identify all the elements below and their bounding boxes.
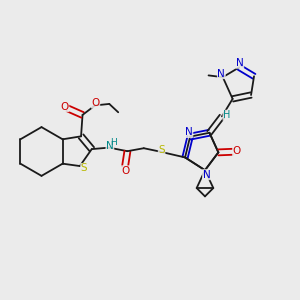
Text: H: H	[223, 110, 230, 120]
Text: N: N	[236, 58, 244, 68]
Text: N: N	[218, 69, 225, 79]
Text: N: N	[185, 128, 193, 137]
Text: S: S	[158, 145, 165, 155]
Text: N: N	[202, 170, 210, 180]
Text: S: S	[81, 164, 87, 173]
Text: O: O	[92, 98, 100, 108]
Text: N: N	[106, 141, 114, 152]
Text: H: H	[110, 138, 117, 147]
Text: O: O	[233, 146, 241, 156]
Text: O: O	[121, 166, 129, 176]
Text: O: O	[61, 102, 69, 112]
